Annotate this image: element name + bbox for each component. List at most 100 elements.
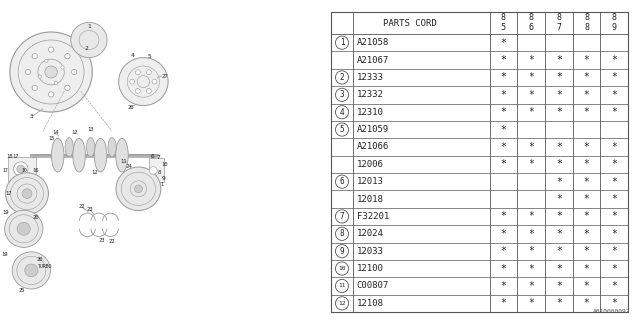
Text: 20: 20 bbox=[33, 215, 40, 220]
Text: 12: 12 bbox=[92, 170, 98, 175]
Text: 5: 5 bbox=[501, 23, 506, 32]
Text: 14: 14 bbox=[52, 130, 60, 135]
Text: 17: 17 bbox=[2, 168, 8, 173]
Text: *: * bbox=[584, 281, 589, 291]
Circle shape bbox=[134, 185, 142, 193]
Text: 23: 23 bbox=[86, 207, 93, 212]
Ellipse shape bbox=[94, 138, 107, 172]
Text: *: * bbox=[556, 298, 562, 308]
Text: *: * bbox=[556, 72, 562, 83]
Text: 1: 1 bbox=[340, 38, 344, 47]
Text: 6: 6 bbox=[150, 154, 154, 159]
Text: 6: 6 bbox=[340, 177, 344, 186]
Text: *: * bbox=[584, 264, 589, 274]
Text: *: * bbox=[584, 55, 589, 65]
Circle shape bbox=[54, 82, 58, 85]
Text: *: * bbox=[500, 55, 506, 65]
Circle shape bbox=[6, 173, 49, 214]
Circle shape bbox=[118, 58, 168, 106]
Text: PARTS CORD: PARTS CORD bbox=[383, 19, 437, 28]
Text: 5: 5 bbox=[340, 125, 344, 134]
Ellipse shape bbox=[73, 138, 85, 172]
Text: 19: 19 bbox=[2, 252, 8, 257]
Text: *: * bbox=[500, 90, 506, 100]
Text: 3: 3 bbox=[340, 90, 344, 99]
Text: *: * bbox=[528, 72, 534, 83]
Circle shape bbox=[10, 32, 92, 112]
Text: *: * bbox=[584, 194, 589, 204]
FancyBboxPatch shape bbox=[8, 157, 36, 181]
Text: 7: 7 bbox=[556, 23, 561, 32]
Text: *: * bbox=[528, 298, 534, 308]
Text: *: * bbox=[584, 246, 589, 256]
Text: *: * bbox=[500, 281, 506, 291]
Text: 12006: 12006 bbox=[357, 160, 384, 169]
Text: A21067: A21067 bbox=[357, 56, 389, 65]
Circle shape bbox=[25, 264, 38, 277]
Circle shape bbox=[13, 162, 28, 176]
Text: 22: 22 bbox=[78, 204, 84, 209]
Text: *: * bbox=[611, 281, 617, 291]
Circle shape bbox=[17, 165, 25, 173]
Text: 3: 3 bbox=[29, 114, 33, 119]
Text: 12: 12 bbox=[71, 130, 77, 135]
Text: *: * bbox=[556, 246, 562, 256]
Text: *: * bbox=[556, 142, 562, 152]
Text: A21059: A21059 bbox=[357, 125, 389, 134]
Text: *: * bbox=[584, 212, 589, 221]
Text: 26: 26 bbox=[128, 105, 134, 110]
Text: A010000092: A010000092 bbox=[593, 309, 630, 314]
Text: *: * bbox=[528, 159, 534, 169]
Text: *: * bbox=[556, 90, 562, 100]
Text: 9: 9 bbox=[161, 176, 165, 181]
Ellipse shape bbox=[116, 138, 128, 172]
Text: 12310: 12310 bbox=[357, 108, 384, 117]
Text: 10: 10 bbox=[161, 162, 167, 167]
Text: 11: 11 bbox=[339, 284, 346, 288]
Text: *: * bbox=[611, 142, 617, 152]
Text: *: * bbox=[611, 264, 617, 274]
Text: 8: 8 bbox=[340, 229, 344, 238]
Text: 24: 24 bbox=[125, 164, 132, 169]
Circle shape bbox=[22, 189, 32, 198]
Text: *: * bbox=[500, 72, 506, 83]
Text: 17: 17 bbox=[5, 191, 12, 196]
Text: 8: 8 bbox=[584, 23, 589, 32]
Text: *: * bbox=[500, 142, 506, 152]
Text: 9: 9 bbox=[612, 23, 617, 32]
Text: *: * bbox=[556, 212, 562, 221]
Text: 8: 8 bbox=[529, 13, 534, 22]
Text: 7: 7 bbox=[156, 155, 160, 160]
Text: 12018: 12018 bbox=[357, 195, 384, 204]
Text: 8: 8 bbox=[556, 13, 561, 22]
Text: 12: 12 bbox=[339, 301, 346, 306]
Circle shape bbox=[49, 47, 54, 52]
Text: 10: 10 bbox=[339, 266, 346, 271]
Text: *: * bbox=[556, 229, 562, 239]
Circle shape bbox=[17, 222, 30, 235]
Text: 12108: 12108 bbox=[357, 299, 384, 308]
Text: 12100: 12100 bbox=[357, 264, 384, 273]
Text: 19: 19 bbox=[3, 210, 9, 215]
Text: *: * bbox=[556, 159, 562, 169]
Text: 7: 7 bbox=[340, 212, 344, 221]
Circle shape bbox=[4, 210, 43, 247]
Text: 8: 8 bbox=[501, 13, 506, 22]
Text: *: * bbox=[584, 142, 589, 152]
Text: *: * bbox=[611, 298, 617, 308]
Text: A21058: A21058 bbox=[357, 38, 389, 47]
Ellipse shape bbox=[65, 138, 74, 157]
Text: 25: 25 bbox=[18, 288, 24, 293]
Text: *: * bbox=[584, 298, 589, 308]
Text: *: * bbox=[556, 281, 562, 291]
Text: 4: 4 bbox=[340, 108, 344, 117]
Text: *: * bbox=[528, 246, 534, 256]
Text: 2: 2 bbox=[340, 73, 344, 82]
Text: *: * bbox=[528, 212, 534, 221]
Text: 22: 22 bbox=[109, 239, 115, 244]
Circle shape bbox=[71, 22, 107, 58]
Circle shape bbox=[32, 53, 38, 59]
Circle shape bbox=[65, 53, 70, 59]
Text: *: * bbox=[611, 229, 617, 239]
Text: 4: 4 bbox=[131, 52, 135, 58]
